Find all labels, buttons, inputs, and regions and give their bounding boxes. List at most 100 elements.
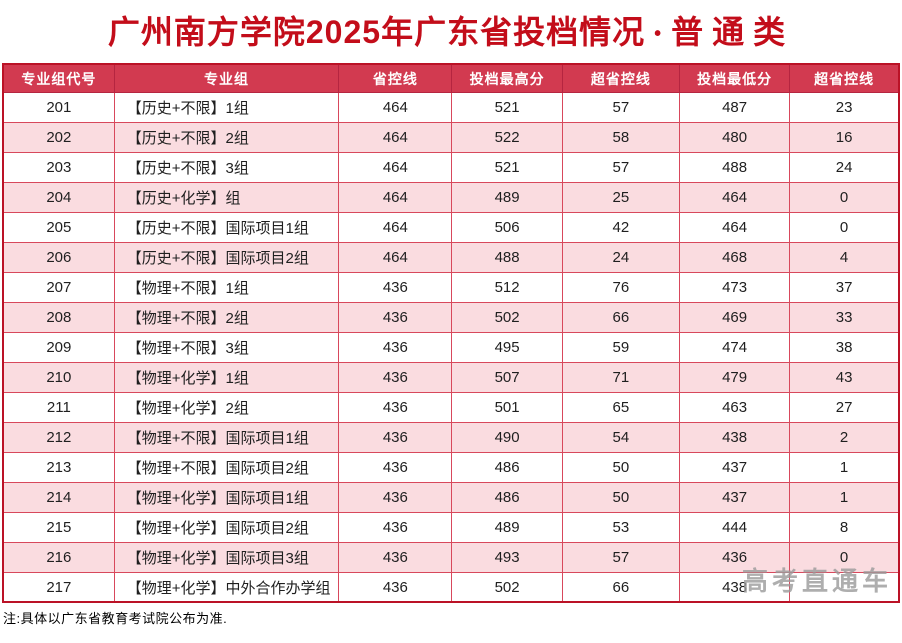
cell-min-admitted-score: 474 bbox=[678, 331, 791, 363]
title-separator-dot: • bbox=[654, 23, 663, 45]
cell-max-admitted-score: 490 bbox=[451, 421, 563, 453]
cell-above-control-line-min: 0 bbox=[789, 541, 900, 573]
cell-above-control-line-max: 71 bbox=[561, 361, 680, 393]
cell-above-control-line-max: 50 bbox=[561, 481, 680, 513]
cell-group-name: 【物理+不限】国际项目2组 bbox=[113, 451, 340, 483]
admission-table-wrap: 专业组代号 专业组 省控线 投档最高分 超省控线 投档最低分 超省控线 201 【… bbox=[2, 63, 900, 604]
cell-group-code: 217 bbox=[2, 571, 115, 603]
table-row: 215 【物理+化学】国际项目2组 436 489 53 444 8 bbox=[2, 511, 900, 543]
cell-province-control-line: 464 bbox=[338, 181, 453, 213]
header-province-control-line: 省控线 bbox=[338, 63, 453, 93]
cell-min-admitted-score: 473 bbox=[678, 271, 791, 303]
cell-group-code: 213 bbox=[2, 451, 115, 483]
cell-group-name: 【物理+化学】国际项目1组 bbox=[113, 481, 340, 513]
cell-group-name: 【物理+不限】1组 bbox=[113, 271, 340, 303]
cell-group-name: 【历史+不限】国际项目1组 bbox=[113, 211, 340, 243]
cell-above-control-line-min: 0 bbox=[789, 211, 900, 243]
title-main: 广州南方学院2025年广东省投档情况 bbox=[107, 14, 646, 50]
cell-min-admitted-score: 480 bbox=[678, 121, 791, 153]
cell-province-control-line: 436 bbox=[338, 301, 453, 333]
cell-group-code: 201 bbox=[2, 91, 115, 123]
cell-max-admitted-score: 502 bbox=[451, 301, 563, 333]
cell-max-admitted-score: 521 bbox=[451, 151, 563, 183]
cell-province-control-line: 436 bbox=[338, 391, 453, 423]
cell-max-admitted-score: 502 bbox=[451, 571, 563, 603]
cell-group-name: 【历史+不限】1组 bbox=[113, 91, 340, 123]
cell-province-control-line: 436 bbox=[338, 421, 453, 453]
cell-above-control-line-min: 8 bbox=[789, 511, 900, 543]
cell-group-code: 202 bbox=[2, 121, 115, 153]
cell-group-code: 212 bbox=[2, 421, 115, 453]
cell-above-control-line-max: 66 bbox=[561, 571, 680, 603]
cell-above-control-line-min: 2 bbox=[789, 421, 900, 453]
cell-above-control-line-max: 57 bbox=[561, 91, 680, 123]
cell-min-admitted-score: 464 bbox=[678, 211, 791, 243]
cell-group-name: 【物理+化学】1组 bbox=[113, 361, 340, 393]
cell-above-control-line-max: 65 bbox=[561, 391, 680, 423]
cell-max-admitted-score: 489 bbox=[451, 181, 563, 213]
header-above-control-line-min: 超省控线 bbox=[789, 63, 900, 93]
cell-group-name: 【历史+不限】2组 bbox=[113, 121, 340, 153]
cell-group-code: 210 bbox=[2, 361, 115, 393]
table-row: 201 【历史+不限】1组 464 521 57 487 23 bbox=[2, 91, 900, 123]
cell-max-admitted-score: 486 bbox=[451, 451, 563, 483]
cell-above-control-line-min: 33 bbox=[789, 301, 900, 333]
cell-above-control-line-max: 58 bbox=[561, 121, 680, 153]
table-row: 214 【物理+化学】国际项目1组 436 486 50 437 1 bbox=[2, 481, 900, 513]
cell-above-control-line-min: 0 bbox=[789, 181, 900, 213]
header-group-code: 专业组代号 bbox=[2, 63, 115, 93]
cell-group-name: 【历史+不限】3组 bbox=[113, 151, 340, 183]
cell-above-control-line-max: 57 bbox=[561, 151, 680, 183]
cell-min-admitted-score: 468 bbox=[678, 241, 791, 273]
cell-province-control-line: 464 bbox=[338, 121, 453, 153]
cell-min-admitted-score: 469 bbox=[678, 301, 791, 333]
table-row: 209 【物理+不限】3组 436 495 59 474 38 bbox=[2, 331, 900, 363]
cell-above-control-line-min: 24 bbox=[789, 151, 900, 183]
header-group-name: 专业组 bbox=[113, 63, 340, 93]
cell-group-code: 207 bbox=[2, 271, 115, 303]
cell-max-admitted-score: 521 bbox=[451, 91, 563, 123]
cell-group-code: 208 bbox=[2, 301, 115, 333]
table-row: 205 【历史+不限】国际项目1组 464 506 42 464 0 bbox=[2, 211, 900, 243]
cell-above-control-line-max: 57 bbox=[561, 541, 680, 573]
table-row: 208 【物理+不限】2组 436 502 66 469 33 bbox=[2, 301, 900, 333]
cell-group-name: 【历史+不限】国际项目2组 bbox=[113, 241, 340, 273]
cell-group-code: 209 bbox=[2, 331, 115, 363]
cell-group-code: 211 bbox=[2, 391, 115, 423]
table-row: 212 【物理+不限】国际项目1组 436 490 54 438 2 bbox=[2, 421, 900, 453]
header-above-control-line-max: 超省控线 bbox=[561, 63, 680, 93]
cell-min-admitted-score: 488 bbox=[678, 151, 791, 183]
cell-group-name: 【物理+不限】2组 bbox=[113, 301, 340, 333]
cell-province-control-line: 464 bbox=[338, 151, 453, 183]
cell-min-admitted-score: 464 bbox=[678, 181, 791, 213]
cell-min-admitted-score: 444 bbox=[678, 511, 791, 543]
table-row: 204 【历史+化学】组 464 489 25 464 0 bbox=[2, 181, 900, 213]
cell-max-admitted-score: 501 bbox=[451, 391, 563, 423]
cell-above-control-line-max: 76 bbox=[561, 271, 680, 303]
cell-above-control-line-max: 53 bbox=[561, 511, 680, 543]
cell-above-control-line-max: 59 bbox=[561, 331, 680, 363]
header-max-admitted-score: 投档最高分 bbox=[451, 63, 563, 93]
cell-province-control-line: 464 bbox=[338, 91, 453, 123]
cell-province-control-line: 436 bbox=[338, 361, 453, 393]
cell-province-control-line: 464 bbox=[338, 241, 453, 273]
cell-above-control-line-min: 27 bbox=[789, 391, 900, 423]
cell-min-admitted-score: 438 bbox=[678, 421, 791, 453]
cell-province-control-line: 436 bbox=[338, 541, 453, 573]
cell-group-code: 214 bbox=[2, 481, 115, 513]
table-row: 211 【物理+化学】2组 436 501 65 463 27 bbox=[2, 391, 900, 423]
table-row: 213 【物理+不限】国际项目2组 436 486 50 437 1 bbox=[2, 451, 900, 483]
table-row: 202 【历史+不限】2组 464 522 58 480 16 bbox=[2, 121, 900, 153]
cell-group-name: 【物理+化学】中外合作办学组 bbox=[113, 571, 340, 603]
cell-group-code: 205 bbox=[2, 211, 115, 243]
cell-above-control-line-min: 16 bbox=[789, 121, 900, 153]
cell-group-code: 203 bbox=[2, 151, 115, 183]
cell-max-admitted-score: 488 bbox=[451, 241, 563, 273]
cell-above-control-line-max: 42 bbox=[561, 211, 680, 243]
cell-above-control-line-max: 50 bbox=[561, 451, 680, 483]
title-category: 普通类 bbox=[671, 13, 795, 51]
cell-province-control-line: 436 bbox=[338, 481, 453, 513]
cell-above-control-line-min bbox=[789, 571, 900, 603]
cell-above-control-line-min: 1 bbox=[789, 451, 900, 483]
cell-max-admitted-score: 495 bbox=[451, 331, 563, 363]
